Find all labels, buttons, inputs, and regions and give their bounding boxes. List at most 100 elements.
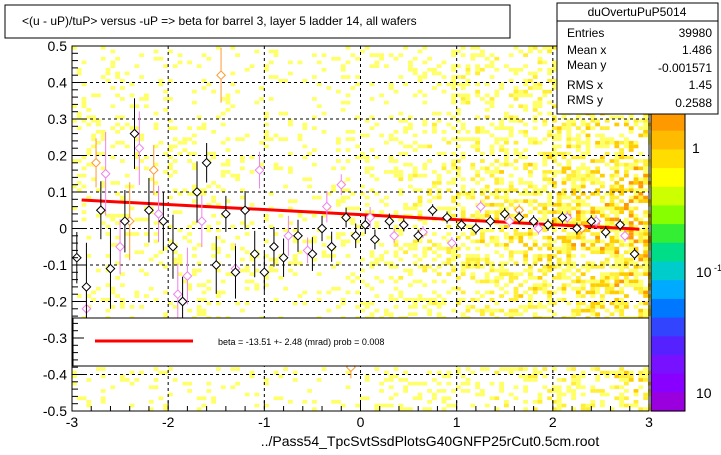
palette-tick-2: 10 — [696, 264, 712, 280]
black-profile-marker — [326, 241, 337, 252]
black-profile-marker — [413, 230, 424, 241]
stats-value-meanx: 1.486 — [682, 43, 712, 57]
title-box — [4, 4, 511, 39]
black-profile-marker — [528, 216, 539, 227]
magenta-profile-marker — [620, 230, 630, 241]
black-profile-marker — [269, 241, 279, 252]
black-profile-marker — [259, 267, 270, 278]
footer-filename: ../Pass54_TpcSvtSsdPlotsG40GNFP25rCut0.5… — [261, 433, 600, 449]
black-profile-marker — [629, 249, 640, 259]
x-tick-label: -3 — [66, 414, 79, 430]
black-profile-marker — [470, 223, 481, 234]
black-profile-marker — [384, 216, 395, 227]
stats-box: duOvertuPuP5014 Entries 39980 Mean x 1.4… — [556, 2, 719, 115]
stats-label-meany: Mean y — [567, 58, 606, 72]
magenta-profile-marker — [336, 179, 347, 190]
black-profile-marker — [230, 267, 241, 278]
orange-profile-marker — [514, 205, 525, 216]
magenta-profile-marker — [533, 223, 544, 234]
black-profile-marker — [499, 208, 510, 219]
magenta-profile-marker — [389, 230, 400, 241]
black-profile-marker — [557, 212, 568, 223]
magenta-profile-marker — [134, 143, 145, 154]
x-tick-label: 2 — [549, 414, 557, 430]
black-profile-marker — [192, 187, 202, 197]
black-profile-marker — [398, 219, 409, 230]
y-tick-label: 0 — [59, 221, 67, 237]
black-profile-marker — [211, 260, 222, 270]
black-profile-marker — [350, 230, 361, 241]
black-profile-marker — [240, 205, 251, 216]
y-tick-label: -0.1 — [43, 257, 67, 273]
black-profile-marker — [220, 208, 231, 219]
black-profile-marker — [168, 241, 178, 252]
y-tick-label: 0.4 — [48, 75, 68, 91]
stats-value-rmsy: 0.2588 — [675, 96, 712, 110]
y-tick-label: -0.4 — [43, 367, 67, 383]
black-profile-marker — [615, 219, 626, 230]
axes: -3 -2 -1 0 1 2 3 -0.5 -0.4 -0.3 -0.2 -0.1 0 0.1 0.2 0.3… — [43, 38, 653, 430]
x-tick-label: 3 — [645, 414, 653, 430]
orange-profile-marker — [216, 70, 227, 81]
magenta-profile-marker — [196, 216, 207, 227]
y-tick-label: 0.3 — [48, 111, 68, 127]
x-tick-label: 1 — [453, 414, 461, 430]
y-tick-label: -0.3 — [43, 330, 67, 346]
black-profile-marker — [427, 205, 438, 216]
stats-value-rmsx: 1.45 — [689, 78, 713, 92]
black-profile-marker — [81, 281, 92, 292]
black-profile-marker — [119, 216, 130, 227]
y-tick-label: 0.5 — [48, 38, 68, 54]
stats-label-entries: Entries — [567, 26, 604, 40]
black-profile-marker — [278, 252, 289, 263]
black-profile-marker — [456, 219, 467, 230]
y-tick-label: 0.2 — [48, 148, 68, 164]
black-profile-marker — [485, 216, 496, 227]
black-profile-marker — [158, 216, 169, 227]
magenta-profile-marker — [172, 289, 183, 300]
magenta-profile-marker — [321, 201, 332, 212]
palette-tick-1: 1 — [692, 140, 700, 156]
black-profile-marker — [105, 263, 116, 274]
black-profile-marker — [307, 249, 318, 259]
black-profile-marker — [341, 212, 352, 223]
orange-profile-marker — [148, 165, 159, 176]
black-profile-marker — [249, 249, 260, 259]
magenta-profile-marker — [475, 201, 486, 212]
palette-tick-3: 10 — [696, 385, 712, 401]
black-profile-marker — [442, 212, 452, 223]
magenta-profile-marker — [182, 271, 193, 281]
stats-label-rmsy: RMS y — [567, 93, 603, 107]
magenta-profile-marker — [504, 216, 515, 227]
profile-markers — [71, 47, 640, 379]
black-profile-marker — [514, 212, 525, 223]
palette-tick-2-exponent: -1 — [714, 263, 721, 273]
orange-profile-marker — [91, 157, 101, 168]
x-tick-label: -1 — [258, 414, 271, 430]
x-tick-label: 0 — [357, 414, 365, 430]
y-tick-label: -0.5 — [43, 403, 67, 419]
black-profile-marker — [360, 219, 371, 230]
magenta-profile-marker — [283, 230, 294, 241]
magenta-profile-marker — [254, 165, 265, 176]
black-profile-marker — [586, 216, 597, 227]
black-profile-marker — [543, 219, 553, 230]
magenta-profile-marker — [365, 212, 376, 223]
black-profile-marker — [317, 223, 327, 234]
y-tick-label: -0.2 — [43, 294, 67, 310]
fit-legend-text: beta = -13.51 +- 2.48 (mrad) prob = 0.00… — [218, 337, 384, 347]
magenta-profile-marker — [100, 168, 111, 179]
black-profile-marker — [600, 227, 611, 238]
x-tick-label: -2 — [162, 414, 175, 430]
plot-title: <(u - uP)/tuP> versus -uP => beta for ba… — [22, 14, 417, 28]
black-profile-marker — [369, 234, 380, 245]
magenta-profile-marker — [446, 238, 457, 249]
black-profile-marker — [201, 157, 212, 168]
black-profile-marker — [177, 296, 188, 307]
stats-value-entries: 39980 — [679, 26, 713, 40]
magenta-profile-marker — [115, 241, 126, 252]
black-profile-marker — [129, 128, 140, 139]
color-palette — [651, 112, 685, 412]
black-profile-marker — [293, 230, 303, 241]
